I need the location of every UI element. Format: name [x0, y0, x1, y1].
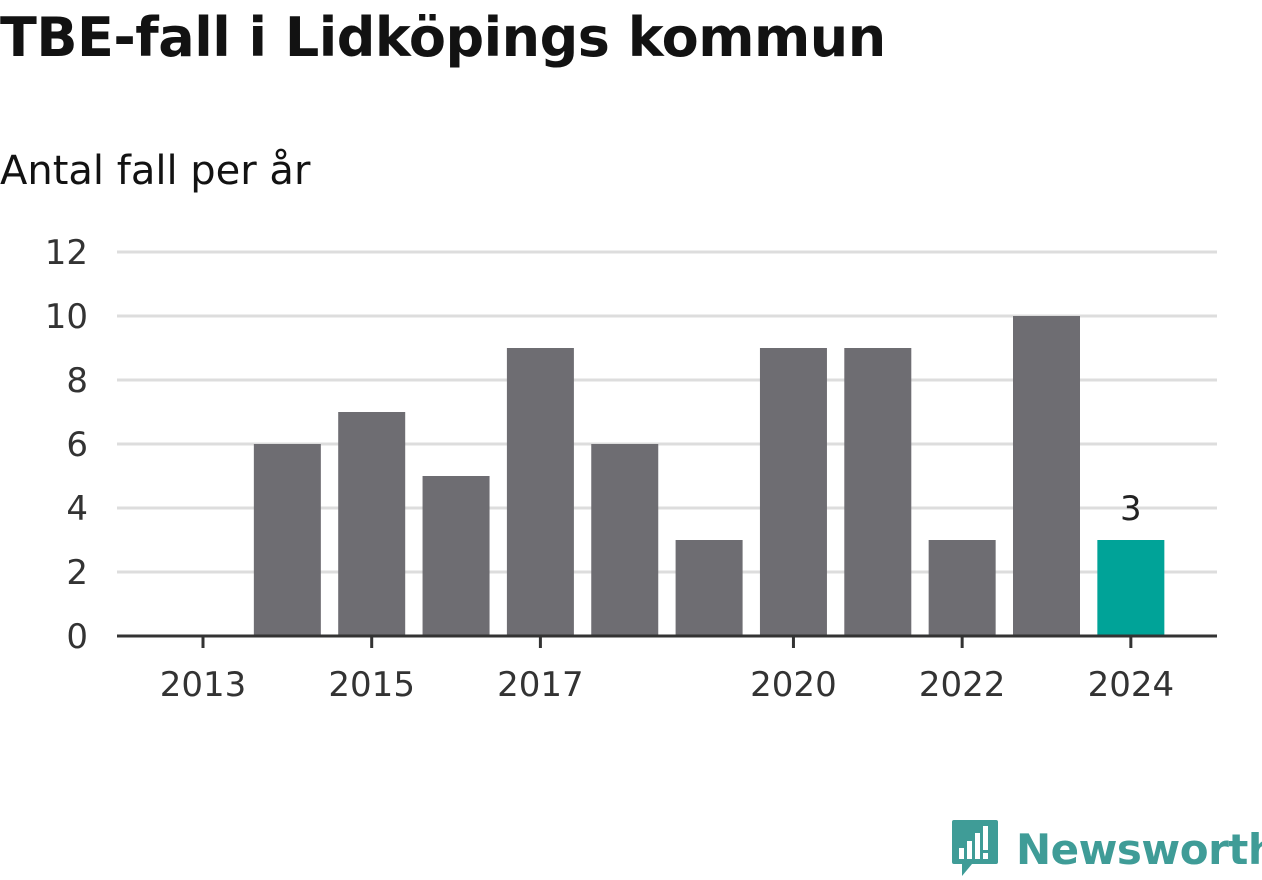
bar-2023 — [1013, 316, 1080, 636]
brand-name: Newsworthy — [1016, 824, 1262, 874]
y-tick-label: 10 — [45, 297, 88, 337]
x-axis-labels: 2013 2015 2017 2020 2022 2024 — [160, 665, 1174, 705]
bar-2015 — [338, 412, 406, 636]
bar-2018 — [591, 444, 659, 636]
newsworthy-logo-icon — [952, 820, 998, 876]
bar-2017 — [506, 348, 574, 636]
y-axis-labels: 0 2 4 6 8 10 12 — [45, 233, 88, 657]
x-axis — [117, 634, 1217, 648]
chart-subtitle: Antal fall per år — [0, 148, 311, 194]
bar-2022 — [928, 540, 996, 636]
y-tick-label: 8 — [66, 361, 88, 401]
x-tick-label: 2015 — [328, 665, 415, 705]
x-tick-label: 2013 — [160, 665, 247, 705]
x-tick-label: 2020 — [750, 665, 837, 705]
x-tick-label: 2022 — [919, 665, 1006, 705]
brand-logo: Newsworthy — [950, 818, 1262, 880]
chart-title: TBE-fall i Lidköpings kommun — [0, 6, 886, 69]
y-tick-label: 6 — [66, 425, 88, 465]
bar-2024 — [1097, 540, 1165, 636]
data-labels: 3 — [1120, 489, 1142, 529]
y-tick-label: 4 — [66, 489, 88, 529]
y-tick-label: 12 — [45, 233, 88, 273]
bar-2014 — [253, 444, 321, 636]
bar-2021 — [844, 348, 912, 636]
y-tick-label: 0 — [66, 617, 88, 657]
bar-2020 — [759, 348, 827, 636]
x-tick-label: 2024 — [1088, 665, 1175, 705]
data-label-2024: 3 — [1120, 489, 1142, 529]
bars — [253, 316, 1165, 636]
x-tick-label: 2017 — [497, 665, 584, 705]
bar-2016 — [422, 476, 490, 636]
bar-2019 — [675, 540, 743, 636]
y-tick-label: 2 — [66, 553, 88, 593]
